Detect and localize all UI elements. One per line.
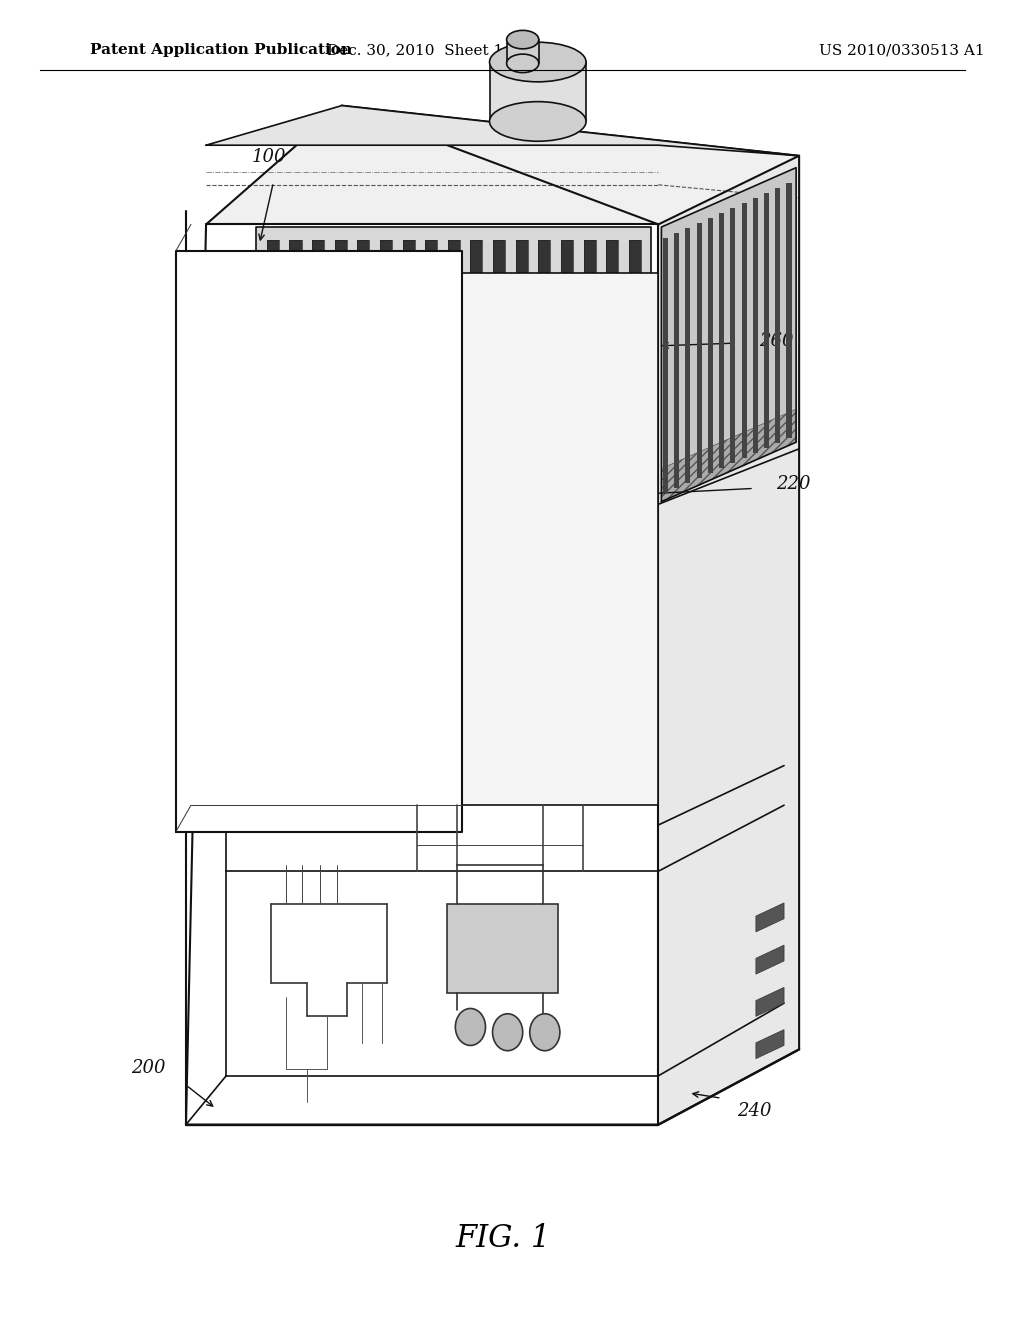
Ellipse shape: [489, 42, 586, 82]
Polygon shape: [629, 240, 641, 462]
Polygon shape: [447, 904, 558, 993]
Polygon shape: [312, 240, 325, 462]
Text: Dec. 30, 2010  Sheet 1 of 44: Dec. 30, 2010 Sheet 1 of 44: [327, 44, 548, 57]
Polygon shape: [402, 240, 415, 462]
Polygon shape: [756, 945, 784, 974]
Polygon shape: [267, 240, 279, 462]
Polygon shape: [606, 240, 618, 462]
Text: 220: 220: [776, 475, 811, 494]
Polygon shape: [186, 224, 658, 1125]
Polygon shape: [674, 232, 679, 487]
Text: FIG. 1: FIG. 1: [455, 1222, 550, 1254]
Polygon shape: [685, 228, 690, 483]
Polygon shape: [741, 203, 746, 458]
Polygon shape: [357, 240, 370, 462]
Ellipse shape: [507, 30, 539, 49]
Polygon shape: [493, 240, 505, 462]
Text: 200: 200: [131, 1059, 166, 1077]
Polygon shape: [696, 223, 701, 478]
Polygon shape: [764, 193, 769, 447]
Polygon shape: [719, 213, 724, 467]
Polygon shape: [447, 240, 460, 462]
Polygon shape: [753, 198, 758, 453]
Polygon shape: [425, 240, 437, 462]
Ellipse shape: [529, 1014, 560, 1051]
Polygon shape: [489, 62, 586, 121]
Polygon shape: [756, 987, 784, 1016]
Polygon shape: [256, 469, 651, 504]
Polygon shape: [206, 106, 799, 156]
Polygon shape: [206, 106, 799, 224]
Polygon shape: [756, 903, 784, 932]
Ellipse shape: [489, 102, 586, 141]
Ellipse shape: [456, 1008, 485, 1045]
Polygon shape: [380, 240, 392, 462]
Polygon shape: [775, 189, 780, 444]
Polygon shape: [708, 218, 713, 473]
Text: Patent Application Publication: Patent Application Publication: [90, 44, 352, 57]
Text: 100: 100: [252, 148, 287, 166]
Polygon shape: [256, 227, 651, 502]
Polygon shape: [663, 238, 668, 492]
Polygon shape: [516, 240, 527, 462]
Polygon shape: [786, 183, 792, 438]
Polygon shape: [662, 409, 796, 502]
Polygon shape: [176, 251, 463, 832]
Polygon shape: [658, 156, 799, 1125]
Ellipse shape: [507, 54, 539, 73]
Polygon shape: [561, 240, 573, 462]
Polygon shape: [730, 209, 735, 463]
Ellipse shape: [493, 1014, 522, 1051]
Polygon shape: [662, 168, 796, 502]
Polygon shape: [507, 40, 539, 63]
Polygon shape: [539, 240, 550, 462]
Polygon shape: [335, 240, 347, 462]
Polygon shape: [584, 240, 596, 462]
Text: 260: 260: [759, 331, 794, 350]
Text: US 2010/0330513 A1: US 2010/0330513 A1: [819, 44, 985, 57]
Text: 240: 240: [737, 1102, 771, 1121]
Polygon shape: [290, 240, 301, 462]
Polygon shape: [463, 273, 658, 805]
Polygon shape: [756, 1030, 784, 1059]
Polygon shape: [470, 240, 482, 462]
